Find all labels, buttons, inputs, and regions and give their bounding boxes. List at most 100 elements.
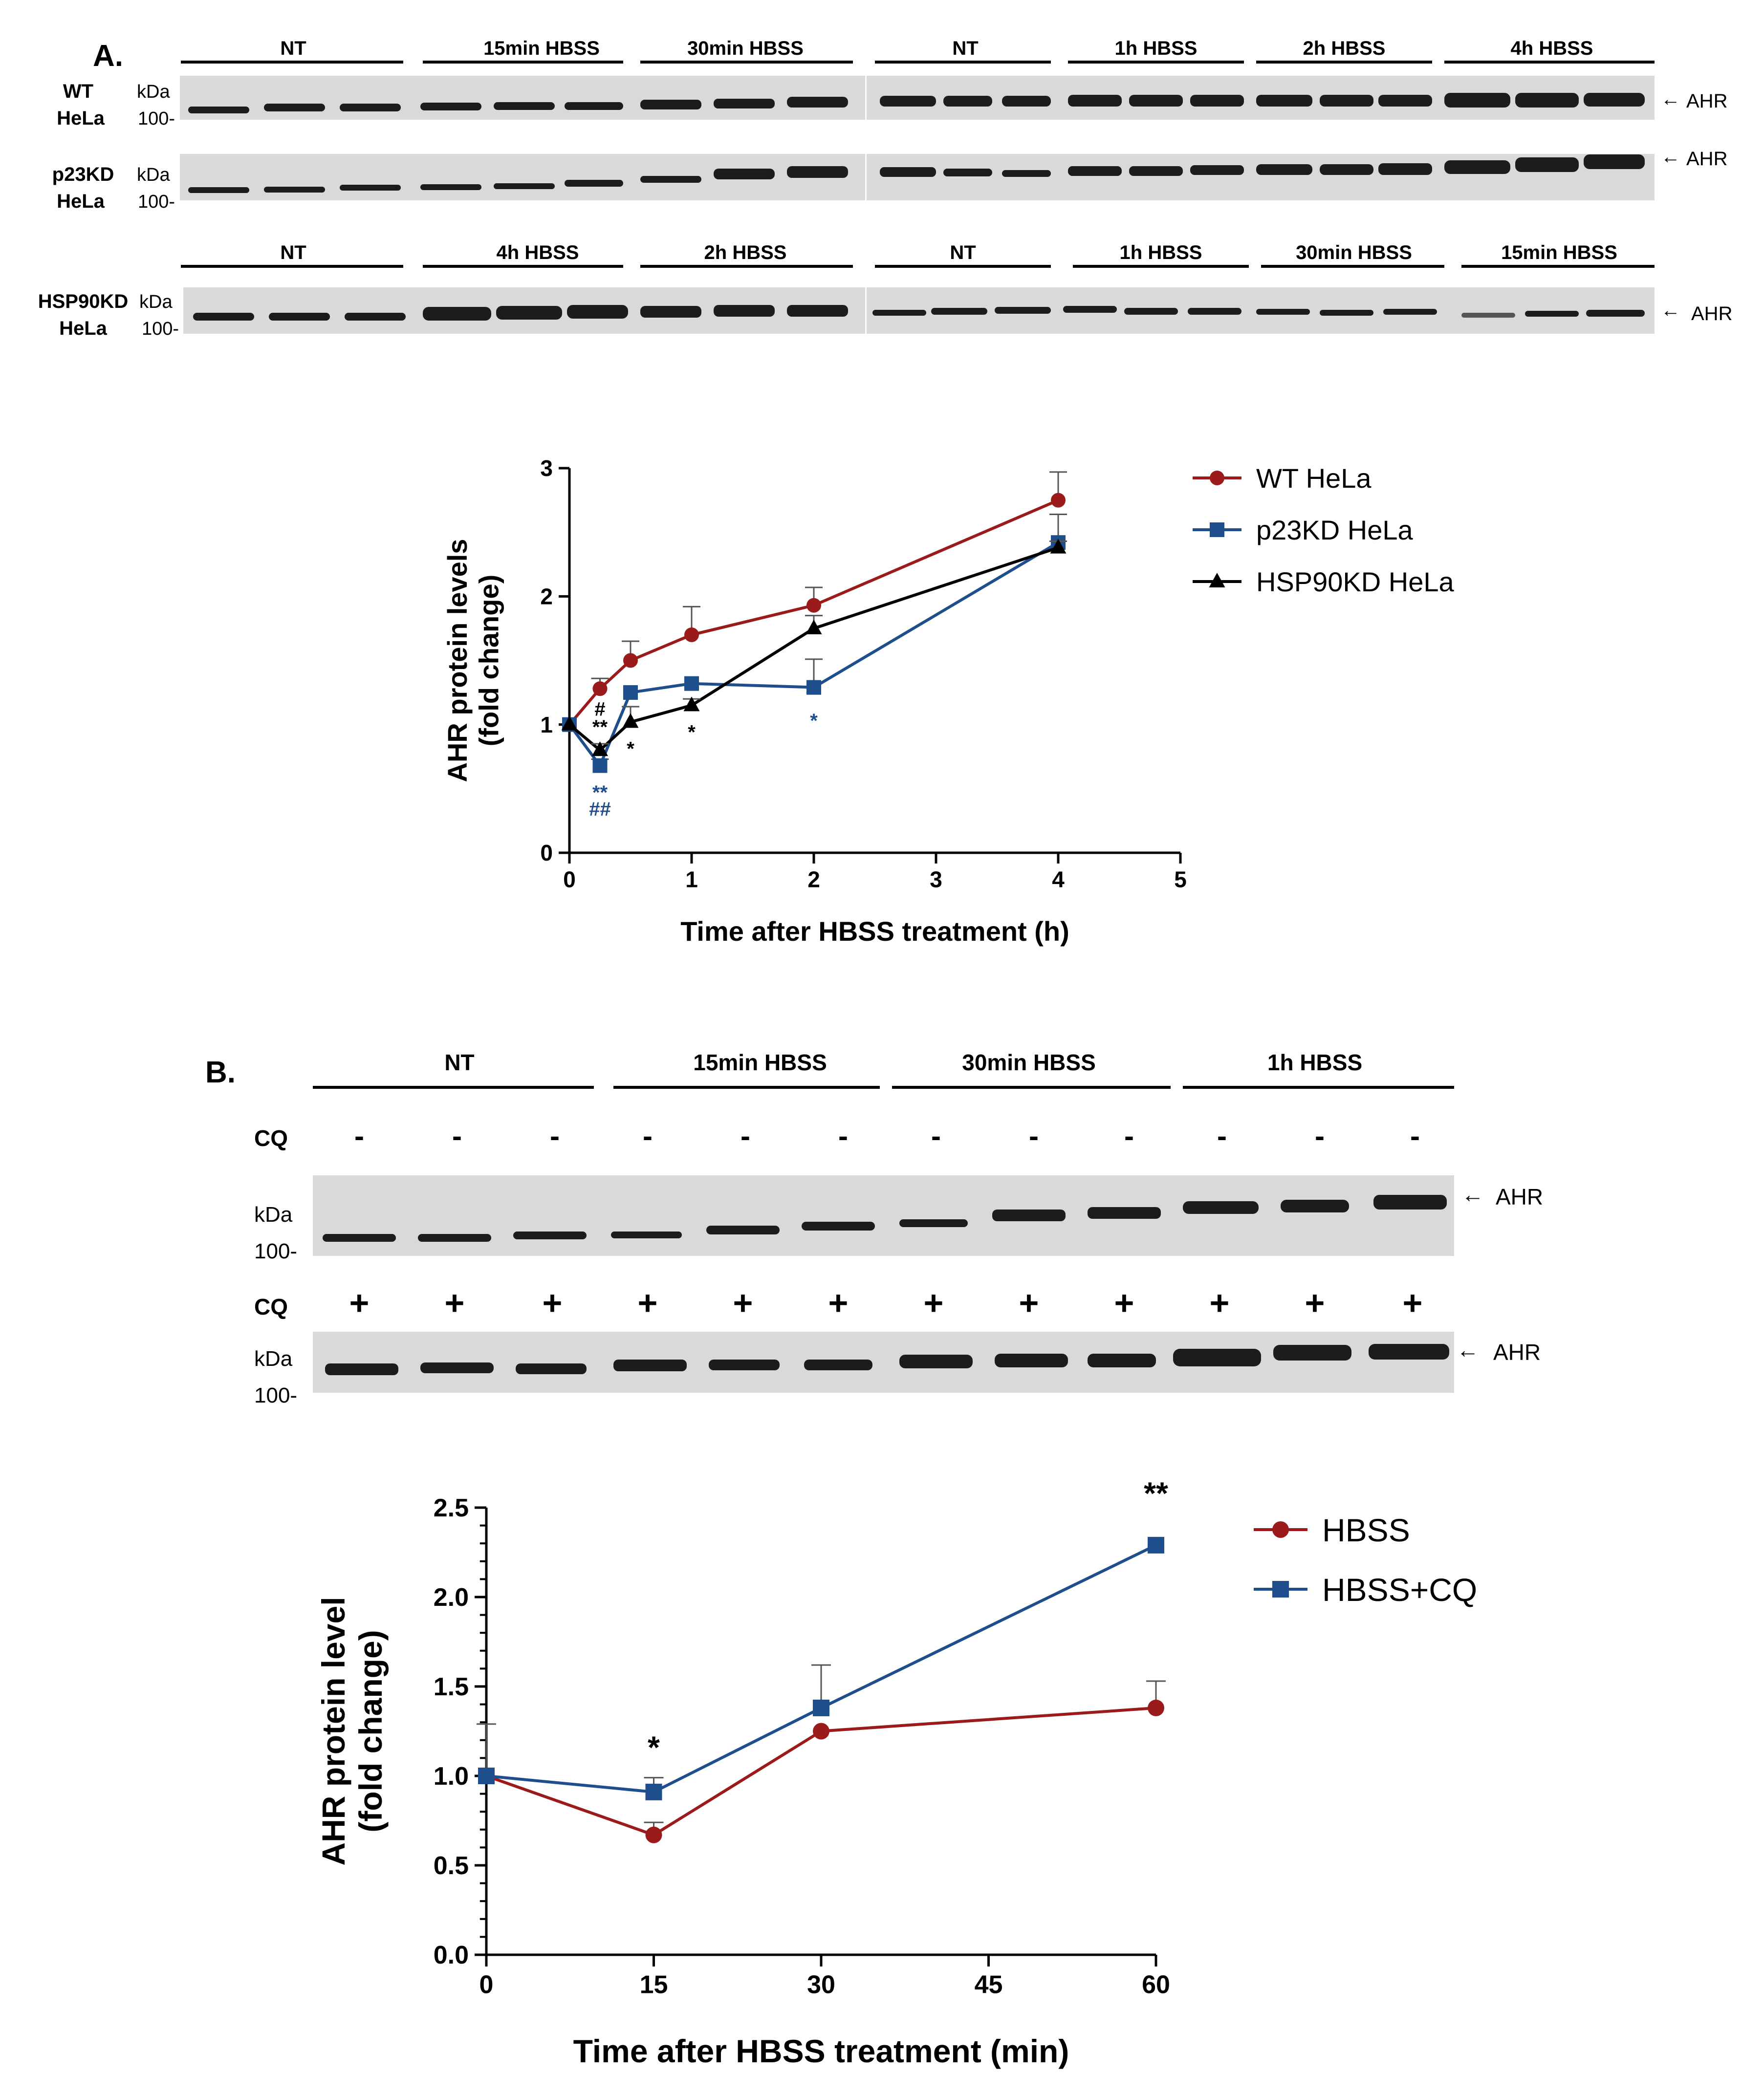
band — [640, 306, 701, 318]
y-tick-label: 0.5 — [434, 1852, 469, 1880]
membrane-left — [180, 76, 865, 120]
y-tick-label: 3 — [540, 455, 553, 481]
band — [264, 104, 325, 111]
row1-group-headers: NT 15min HBSS 30min HBSS NT 1h HBSS 2h H… — [280, 38, 1593, 59]
blot-name: HeLa — [57, 191, 105, 212]
significance-mark: * — [648, 1729, 660, 1765]
significance-mark: * — [810, 710, 818, 732]
band-pointer: ← AHR — [1461, 1182, 1543, 1210]
arrow-glyph: ← — [1457, 1337, 1479, 1362]
row2-group-label: NT — [280, 242, 306, 263]
band-label: AHR — [1686, 148, 1727, 170]
band — [1002, 96, 1051, 107]
cq-plus: + — [1114, 1284, 1134, 1322]
blot-wt-membrane — [180, 76, 1655, 120]
y-tick-label: 0.0 — [434, 1941, 469, 1969]
cq-minus: - — [1410, 1120, 1420, 1152]
data-point — [813, 1723, 829, 1740]
marker-label: 100- — [254, 1383, 297, 1407]
significance-mark: ** — [592, 716, 608, 738]
data-point — [478, 1768, 495, 1784]
x-tick-label: 15 — [640, 1971, 668, 1999]
cq-minus: - — [1315, 1120, 1325, 1152]
chart-panel-b: 0.0 0.5 1.0 1.5 2.0 2.5 0 15 30 45 60 Time after HB… — [315, 1476, 1477, 2069]
group-label: 1h HBSS — [1267, 1050, 1362, 1075]
x-tick-label: 5 — [1174, 866, 1187, 892]
legend: WT HeLa p23KD HeLa HSP90KD HeLa — [1193, 463, 1455, 597]
band — [1378, 95, 1432, 107]
band — [340, 185, 401, 191]
data-point — [684, 676, 699, 691]
cq-plus: + — [638, 1284, 658, 1322]
data-point — [622, 713, 639, 728]
band — [1378, 163, 1432, 175]
data-point — [806, 680, 821, 695]
cq-minus: - — [931, 1120, 941, 1152]
y-tick-label: 1 — [540, 712, 553, 737]
row1-group-label: NT — [280, 38, 306, 59]
membrane — [313, 1332, 1454, 1393]
band — [1129, 95, 1183, 107]
row2-group-label: NT — [950, 242, 976, 263]
blot-hsp90kd-labels: HSP90KD HeLa kDa 100- — [38, 291, 179, 339]
legend-label: HBSS+CQ — [1322, 1572, 1477, 1608]
significance-mark: * — [627, 738, 634, 760]
cq-plus: + — [1019, 1284, 1039, 1322]
row1-group-label: 30min HBSS — [687, 38, 804, 59]
band — [188, 107, 249, 113]
row1-group-label: 4h HBSS — [1511, 38, 1593, 59]
band — [1068, 95, 1122, 107]
band — [787, 97, 848, 108]
blot-p23kd-membrane — [180, 154, 1655, 200]
cq-label: CQ — [254, 1125, 288, 1151]
band — [1525, 311, 1579, 317]
band — [714, 99, 775, 108]
significance-mark: # — [594, 698, 605, 720]
blot-name: HSP90KD — [38, 291, 129, 312]
band-label: AHR — [1493, 1340, 1541, 1365]
bands — [188, 154, 1645, 193]
band — [1444, 160, 1510, 174]
band — [567, 305, 628, 319]
band — [1124, 308, 1178, 315]
cq-minus: - — [354, 1120, 364, 1152]
band — [420, 184, 481, 190]
cq-minus: - — [550, 1120, 560, 1152]
data-point — [1209, 573, 1225, 587]
band — [1515, 93, 1579, 108]
row1-group-label: 15min HBSS — [483, 38, 600, 59]
panel-b-label: B. — [205, 1056, 236, 1089]
row2-group-label: 2h HBSS — [704, 242, 787, 263]
data-point — [683, 696, 700, 712]
data-point — [1210, 471, 1224, 485]
arrow-glyph: ← — [1461, 1182, 1484, 1207]
panel-a-label: A. — [93, 39, 123, 73]
cq-plus: + — [733, 1284, 753, 1322]
cq-minus: - — [1217, 1120, 1227, 1152]
significance-mark: ** — [592, 782, 608, 803]
y-tick-label: 2 — [540, 583, 553, 609]
band — [1281, 1200, 1349, 1212]
data-point — [813, 1699, 829, 1716]
band — [565, 180, 623, 187]
band — [496, 306, 562, 320]
band — [418, 1234, 491, 1242]
series — [562, 513, 1067, 773]
band-pointer: ← AHR — [1661, 146, 1727, 170]
band-pointer: ← AHR — [1661, 88, 1727, 112]
arrow-glyph: ← — [1661, 300, 1680, 321]
band — [804, 1360, 872, 1370]
group-label: NT — [444, 1050, 474, 1075]
band — [1369, 1344, 1449, 1360]
band — [880, 167, 936, 177]
x-tick-label: 1 — [685, 866, 698, 892]
kda-label: kDa — [137, 165, 170, 185]
arrow-glyph: ← — [1661, 146, 1680, 168]
series — [562, 471, 1067, 732]
band — [611, 1232, 682, 1238]
blot-p23kd-labels: p23KD HeLa kDa 100- — [52, 164, 175, 212]
cq-plus: + — [1305, 1284, 1325, 1322]
data-point — [1272, 1521, 1289, 1538]
kda-label: kDa — [254, 1347, 293, 1371]
